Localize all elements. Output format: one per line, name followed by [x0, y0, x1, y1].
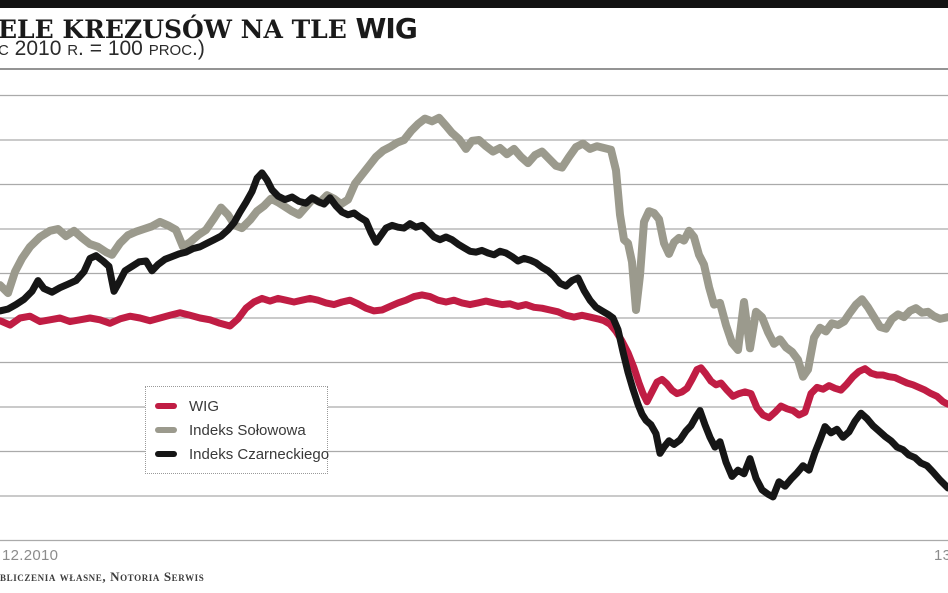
legend-item-wig: WIG [155, 394, 327, 418]
chart-legend: WIG Indeks Sołowowa Indeks Czarneckiego [145, 386, 330, 474]
x-axis-label-end: 13 [934, 547, 948, 564]
legend-label-solowow: Indeks Sołowowa [189, 421, 306, 439]
source-credit: bliczenia własne, Notoria Serwis [0, 569, 205, 584]
chart-title-text: ELE KREZUSÓW NA TLE [0, 15, 356, 44]
chart-header: ELE KREZUSÓW NA TLE WIG c 2010 r. = 100 … [0, 8, 948, 68]
series-line-indeks-so-owowa [0, 113, 948, 381]
legend-label-wig: WIG [189, 397, 219, 415]
legend-label-czarnecki: Indeks Czarneckiego [189, 445, 330, 463]
legend-swatch-solowow [155, 427, 177, 433]
page-title: ELE KREZUSÓW NA TLE WIG [0, 12, 418, 45]
chart-subtitle: c 2010 r. = 100 proc.) [0, 37, 205, 60]
x-axis-label-start: 12.2010 [2, 547, 59, 564]
legend-swatch-wig [155, 403, 177, 409]
legend-item-czarnecki: Indeks Czarneckiego [155, 442, 330, 466]
series-line-indeks-czarneckiego [0, 169, 948, 501]
series-line-wig [0, 291, 948, 422]
header-divider [0, 68, 948, 70]
legend-swatch-czarnecki [155, 451, 177, 457]
chart-title-wig: WIG [355, 12, 418, 45]
legend-item-solowow: Indeks Sołowowa [155, 418, 327, 442]
top-accent-bar [0, 0, 948, 8]
